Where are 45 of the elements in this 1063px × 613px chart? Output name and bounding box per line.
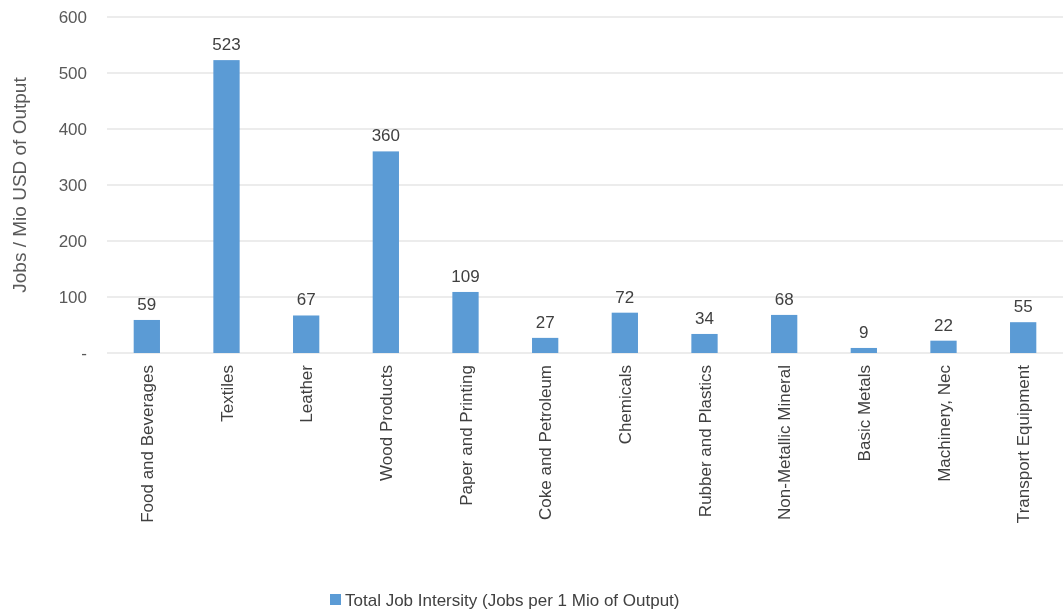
y-tick-label: 400 [58, 119, 87, 139]
y-tick-label: 500 [58, 63, 87, 83]
data-label: 55 [1013, 297, 1033, 317]
data-label: 59 [137, 294, 157, 314]
x-tick-label: Transport Equipment [1014, 364, 1034, 524]
data-label: 68 [774, 289, 794, 309]
y-tick-label: 100 [58, 287, 87, 307]
y-tick-label: 600 [58, 7, 87, 27]
bar [930, 340, 957, 353]
y-tick-label: 300 [58, 175, 87, 195]
x-tick-label: Paper and Printing [456, 365, 476, 506]
y-tick-label: 200 [58, 231, 87, 251]
bar [293, 315, 320, 353]
legend-label: Total Job Intersity (Jobs per 1 Mio of Output) [345, 590, 680, 610]
bar [691, 333, 718, 353]
bar [532, 337, 559, 353]
x-tick-label: Textiles [217, 365, 237, 422]
x-tick-label: Food and Beverages [137, 365, 157, 523]
data-label: 9 [859, 322, 869, 342]
bar [1010, 322, 1037, 353]
bar [771, 314, 798, 353]
data-label: 360 [371, 126, 401, 146]
x-tick-label: Non-Metallic Mineral [775, 365, 795, 520]
bar [850, 347, 877, 353]
data-label: 34 [695, 308, 714, 328]
data-label: 27 [535, 312, 555, 332]
x-tick-label: Basic Metals [854, 365, 874, 462]
bar [452, 291, 479, 353]
data-label: 109 [451, 266, 480, 286]
data-label: 523 [212, 35, 241, 55]
x-tick-label: Coke and Petroleum [536, 365, 556, 520]
y-axis-title: Jobs / Mio USD of Output [9, 76, 30, 293]
bar [213, 60, 240, 353]
data-label: 72 [615, 287, 635, 307]
bar [133, 319, 160, 353]
x-tick-label: Machinery, Nec [934, 364, 954, 482]
x-tick-label: Leather [297, 364, 317, 423]
bar [611, 312, 638, 353]
y-tick-label: - [81, 343, 87, 363]
x-tick-label: Chemicals [615, 365, 635, 445]
x-tick-label: Wood Products [376, 365, 396, 481]
data-label: 22 [934, 315, 953, 335]
data-label: 67 [296, 290, 316, 310]
x-tick-label: Rubber and Plastics [695, 365, 715, 518]
bar [372, 151, 399, 353]
